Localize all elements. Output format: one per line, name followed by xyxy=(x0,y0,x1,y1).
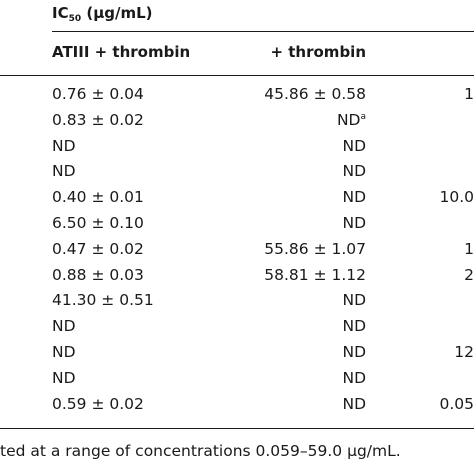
cell-atiii-thrombin: 6.50 ± 0.10 xyxy=(52,214,144,232)
cell-atiii-thrombin: 41.30 ± 0.51 xyxy=(52,291,154,309)
cell-thrombin-value: ND xyxy=(336,111,361,129)
cell-thrombin: 58.81 ± 1.12 xyxy=(264,265,366,285)
table-footnote: ted at a range of concentrations 0.059–5… xyxy=(0,442,401,460)
cell-thrombin: ND xyxy=(342,213,366,233)
cell-thrombin: ND xyxy=(342,368,366,388)
cell-thrombin: ND xyxy=(342,394,366,414)
cell-thrombin-value: 55.86 ± 1.07 xyxy=(264,240,366,258)
cell-thrombin: NDa xyxy=(337,110,366,130)
cell-thrombin: ND xyxy=(342,161,366,181)
cell-thrombin: ND xyxy=(342,316,366,336)
cell-atiii-thrombin: ND xyxy=(52,162,76,180)
cell-thrombin: ND xyxy=(342,187,366,207)
ic50-header-prefix: IC xyxy=(52,4,69,22)
ic50-header: IC50 (µg/mL) xyxy=(52,4,153,24)
cell-truncated-column: 10.0 xyxy=(439,188,474,206)
column-header-atiii-thrombin: ATIII + thrombin xyxy=(52,43,191,61)
cell-thrombin: 55.86 ± 1.07 xyxy=(264,239,366,259)
cell-atiii-thrombin: ND xyxy=(52,343,76,361)
cell-truncated-column: 2 xyxy=(464,266,474,284)
column-header-thrombin: + thrombin xyxy=(270,43,366,61)
cell-atiii-thrombin: 0.83 ± 0.02 xyxy=(52,111,144,129)
cell-thrombin-value: ND xyxy=(342,214,366,232)
cell-atiii-thrombin: ND xyxy=(52,369,76,387)
cell-thrombin-value: 58.81 ± 1.12 xyxy=(264,266,366,284)
cell-atiii-thrombin: 0.47 ± 0.02 xyxy=(52,240,144,258)
cell-atiii-thrombin: 0.76 ± 0.04 xyxy=(52,85,144,103)
ic50-header-suffix: (µg/mL) xyxy=(81,4,153,22)
cell-thrombin-value: ND xyxy=(342,369,366,387)
cell-truncated-column: 12 xyxy=(454,343,474,361)
cell-thrombin-value: ND xyxy=(342,162,366,180)
header-underline-rule xyxy=(52,31,474,32)
table-bottom-rule xyxy=(0,428,474,429)
cell-thrombin: 45.86 ± 0.58 xyxy=(264,84,366,104)
cell-truncated-column: 1 xyxy=(464,85,474,103)
column-header-rule xyxy=(0,75,474,76)
cell-thrombin: ND xyxy=(342,342,366,362)
footnote-marker: a xyxy=(360,112,366,122)
cell-thrombin-value: 45.86 ± 0.58 xyxy=(264,85,366,103)
cell-atiii-thrombin: 0.88 ± 0.03 xyxy=(52,266,144,284)
cell-atiii-thrombin: 0.59 ± 0.02 xyxy=(52,395,144,413)
cell-thrombin-value: ND xyxy=(342,317,366,335)
cell-atiii-thrombin: ND xyxy=(52,137,76,155)
cell-thrombin-value: ND xyxy=(342,343,366,361)
cell-truncated-column: 1 xyxy=(464,240,474,258)
cell-thrombin: ND xyxy=(342,136,366,156)
cell-truncated-column: 0.05 xyxy=(439,395,474,413)
cell-thrombin-value: ND xyxy=(342,395,366,413)
cell-thrombin-value: ND xyxy=(342,188,366,206)
cell-thrombin: ND xyxy=(342,290,366,310)
ic50-header-subscript: 50 xyxy=(68,14,82,24)
cell-thrombin-value: ND xyxy=(342,291,366,309)
cell-atiii-thrombin: 0.40 ± 0.01 xyxy=(52,188,144,206)
cell-atiii-thrombin: ND xyxy=(52,317,76,335)
cell-thrombin-value: ND xyxy=(342,137,366,155)
